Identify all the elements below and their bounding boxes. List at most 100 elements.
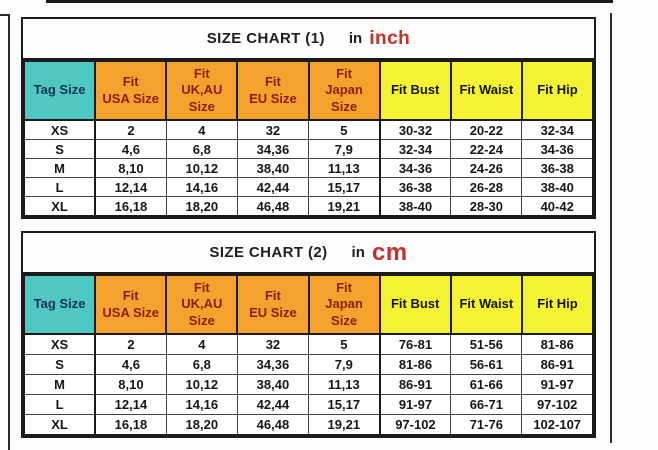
cell: 4 — [165, 119, 238, 140]
cell: 10,12 — [165, 158, 238, 178]
cell: 10,12 — [165, 374, 238, 395]
cell: 97-102 — [379, 414, 452, 436]
table-title: SIZE CHART (2) — [209, 244, 328, 261]
cropped-right-frame — [610, 13, 612, 443]
cell: 81-86 — [521, 333, 595, 355]
col-header-fit-hip: Fit Hip — [520, 274, 595, 335]
unit-prefix: in — [348, 30, 363, 47]
row-label: L — [22, 177, 97, 197]
cell: 34-36 — [379, 158, 452, 178]
cell: 81-86 — [379, 354, 452, 375]
col-header-japan-size: Fit Japan Size — [307, 274, 381, 335]
cell: 24-26 — [450, 158, 523, 178]
row-label: M — [22, 374, 97, 395]
cell: 66-71 — [450, 394, 523, 415]
cell: 8,10 — [94, 374, 167, 395]
cell: 40-42 — [521, 196, 595, 217]
size-row-s: S 4,6 6,8 34,36 7,9 32-34 22-24 34-36 — [22, 139, 595, 159]
cell: 61-66 — [450, 374, 523, 395]
size-row-s: S 4,6 6,8 34,36 7,9 81-86 56-61 86-91 — [22, 354, 595, 375]
cell: 12,14 — [94, 394, 167, 415]
cell: 4,6 — [94, 139, 167, 159]
header-row: Tag Size Fit USA Size Fit UK,AU Size Fit… — [22, 60, 595, 121]
cell: 97-102 — [521, 394, 595, 415]
cell: 19,21 — [307, 414, 381, 436]
cell: 2 — [94, 333, 167, 355]
cell: 16,18 — [94, 196, 167, 217]
cell: 6,8 — [165, 139, 238, 159]
cell: 46,48 — [236, 196, 310, 217]
row-label: XS — [22, 333, 97, 355]
cell: 11,13 — [307, 158, 381, 178]
size-row-l: L 12,14 14,16 42,44 15,17 36-38 26-28 38… — [22, 177, 595, 197]
size-row-xl: XL 16,18 18,20 46,48 19,21 38-40 28-30 4… — [22, 196, 595, 217]
unit-label: inch — [369, 27, 411, 49]
cell: 7,9 — [307, 139, 381, 159]
col-header-usa-size: Fit USA Size — [94, 60, 168, 121]
col-header-tag-size: Tag Size — [22, 274, 97, 335]
cell: 7,9 — [307, 354, 381, 375]
cell: 38,40 — [236, 374, 310, 395]
cell: 34-36 — [521, 139, 595, 159]
cropped-top-border — [46, 0, 613, 3]
table-title: SIZE CHART (1) — [206, 30, 325, 47]
cell: 86-91 — [521, 354, 595, 375]
cell: 18,20 — [165, 196, 238, 217]
header-row: Tag Size Fit USA Size Fit UK,AU Size Fit… — [22, 274, 595, 335]
col-header-fit-hip: Fit Hip — [520, 60, 595, 121]
cell: 14,16 — [165, 394, 238, 415]
cell: 5 — [307, 119, 381, 140]
row-label: XL — [22, 196, 97, 217]
col-header-fit-bust: Fit Bust — [378, 60, 452, 121]
col-header-fit-waist: Fit Waist — [449, 60, 523, 121]
row-label: M — [22, 158, 97, 178]
size-chart-cm-table: SIZE CHART (2) in cm Tag Size Fit USA Si… — [21, 231, 596, 438]
unit-label: cm — [371, 238, 408, 266]
cell: 22-24 — [450, 139, 523, 159]
cell: 38-40 — [379, 196, 452, 217]
cell: 91-97 — [379, 394, 452, 415]
cell: 8,10 — [94, 158, 167, 178]
cell: 16,18 — [94, 414, 167, 436]
cell: 26-28 — [450, 177, 523, 197]
cell: 42,44 — [236, 394, 310, 415]
cell: 14,16 — [165, 177, 238, 197]
cm-size-grid: Tag Size Fit USA Size Fit UK,AU Size Fit… — [22, 274, 595, 436]
col-header-tag-size: Tag Size — [22, 60, 97, 121]
size-row-m: M 8,10 10,12 38,40 11,13 86-91 61-66 91-… — [22, 374, 595, 395]
row-label: XL — [22, 414, 97, 436]
cell: 12,14 — [94, 177, 167, 197]
size-row-l: L 12,14 14,16 42,44 15,17 91-97 66-71 97… — [22, 394, 595, 415]
cell: 102-107 — [521, 414, 595, 436]
cell: 4,6 — [94, 354, 167, 375]
cell: 46,48 — [236, 414, 310, 436]
col-header-ukau-size: Fit UK,AU Size — [165, 60, 239, 121]
col-header-ukau-size: Fit UK,AU Size — [165, 274, 239, 335]
inch-size-grid: Tag Size Fit USA Size Fit UK,AU Size Fit… — [22, 60, 595, 217]
cell: 11,13 — [307, 374, 381, 395]
col-header-eu-size: Fit EU Size — [236, 60, 310, 121]
cell: 15,17 — [307, 394, 381, 415]
cell: 38,40 — [236, 158, 310, 178]
row-label: XS — [22, 119, 97, 140]
cell: 18,20 — [165, 414, 238, 436]
cropped-left-frame — [0, 14, 10, 450]
size-chart-inch-title-row: SIZE CHART (1) in inch — [23, 19, 594, 60]
size-row-xs: XS 2 4 32 5 76-81 51-56 81-86 — [22, 333, 595, 355]
cell: 2 — [94, 119, 167, 140]
col-header-usa-size: Fit USA Size — [94, 274, 168, 335]
cell: 71-76 — [450, 414, 523, 436]
col-header-japan-size: Fit Japan Size — [307, 60, 381, 121]
cell: 6,8 — [165, 354, 238, 375]
col-header-fit-bust: Fit Bust — [378, 274, 452, 335]
cell: 51-56 — [450, 333, 523, 355]
cell: 15,17 — [307, 177, 381, 197]
cell: 34,36 — [236, 139, 310, 159]
cell: 28-30 — [450, 196, 523, 217]
row-label: S — [22, 139, 97, 159]
cell: 86-91 — [379, 374, 452, 395]
size-row-xs: XS 2 4 32 5 30-32 20-22 32-34 — [22, 119, 595, 140]
cell: 56-61 — [450, 354, 523, 375]
row-label: L — [22, 394, 97, 415]
col-header-eu-size: Fit EU Size — [236, 274, 310, 335]
